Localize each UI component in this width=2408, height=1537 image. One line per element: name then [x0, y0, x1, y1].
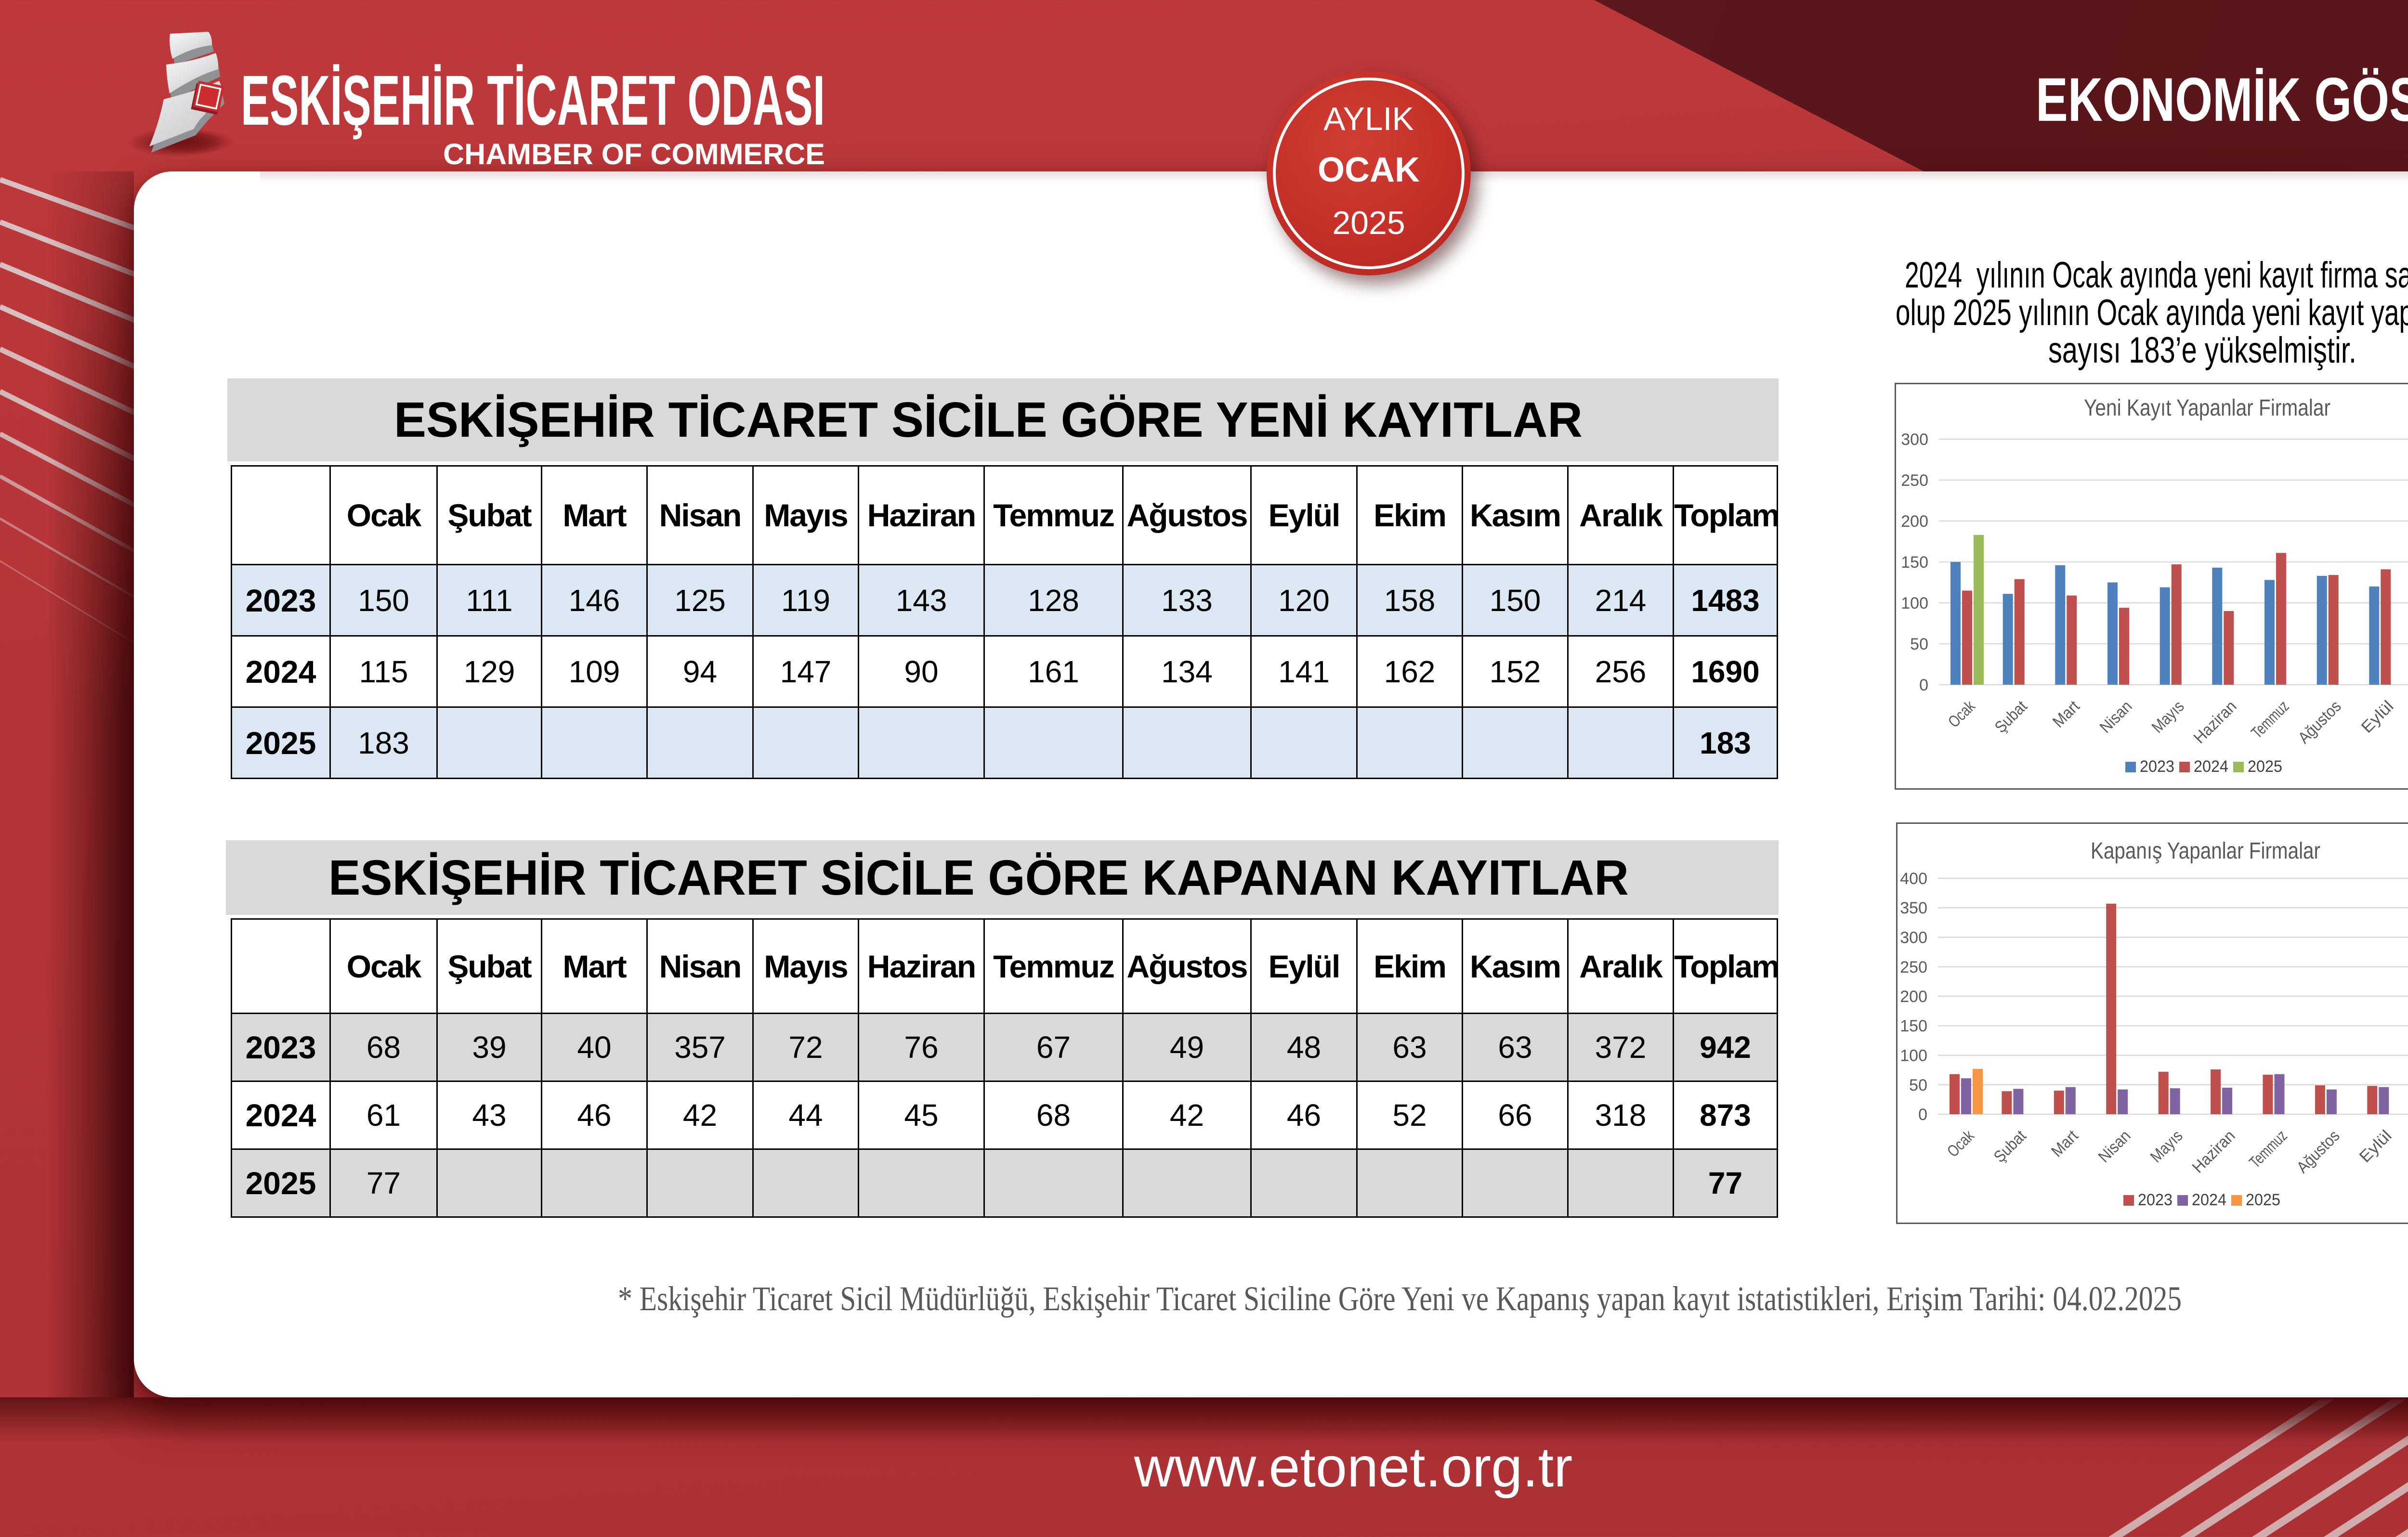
svg-text:2024: 2024	[2194, 757, 2228, 776]
svg-text:2025: 2025	[2246, 1191, 2280, 1209]
svg-text:250: 250	[1901, 471, 1928, 490]
svg-text:100: 100	[1901, 594, 1928, 612]
svg-text:2023: 2023	[2138, 1191, 2172, 1209]
svg-text:2025: 2025	[2248, 757, 2282, 776]
svg-text:Yeni Kayıt Yapanlar Firmalar: Yeni Kayıt Yapanlar Firmalar	[2084, 395, 2330, 421]
svg-text:150: 150	[1901, 553, 1928, 572]
svg-text:Kapanış Yapanlar Firmalar: Kapanış Yapanlar Firmalar	[2091, 838, 2320, 864]
svg-text:300: 300	[1901, 430, 1928, 449]
svg-text:300: 300	[1900, 929, 1927, 947]
svg-text:2024: 2024	[2192, 1191, 2226, 1209]
svg-text:250: 250	[1900, 958, 1927, 977]
svg-text:350: 350	[1900, 899, 1927, 917]
svg-text:2023: 2023	[2140, 757, 2174, 776]
svg-text:200: 200	[1901, 512, 1928, 531]
svg-text:50: 50	[1910, 635, 1928, 653]
svg-text:400: 400	[1900, 870, 1927, 888]
svg-text:200: 200	[1900, 988, 1927, 1006]
svg-text:0: 0	[1918, 1106, 1927, 1124]
svg-text:50: 50	[1909, 1076, 1927, 1094]
svg-text:150: 150	[1900, 1017, 1927, 1035]
svg-text:0: 0	[1919, 676, 1928, 694]
svg-text:100: 100	[1900, 1047, 1927, 1065]
